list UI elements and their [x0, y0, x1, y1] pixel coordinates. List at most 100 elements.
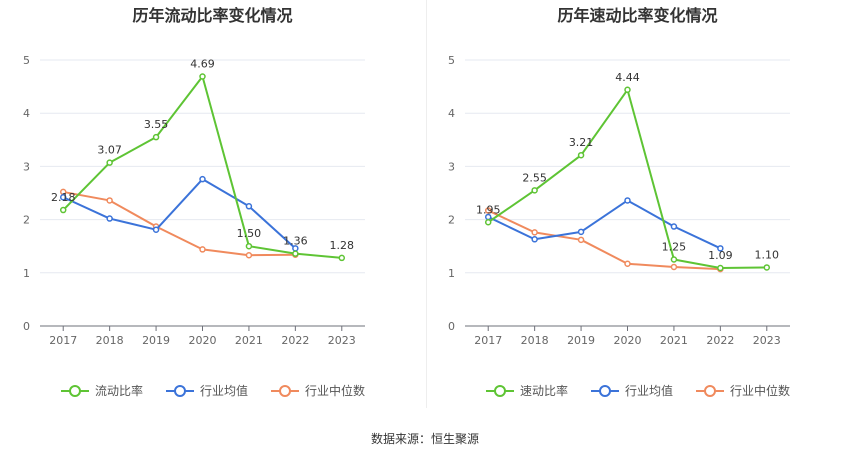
series-line: [62, 178, 297, 250]
y-tick-label: 0: [448, 320, 455, 333]
data-point: [484, 219, 492, 226]
y-tick-label: 2: [23, 214, 30, 227]
legend-label: 流动比率: [94, 384, 143, 398]
data-point: [106, 197, 113, 204]
data-point: [106, 159, 113, 166]
line-chart-quick-ratio: 0 1 2 3 4 5 2017 2018 2019 2020 2021 2022 2023 1.95 2.…: [448, 54, 790, 347]
y-tick-label: 0: [23, 320, 30, 333]
x-tick-label: 2018: [96, 334, 124, 347]
x-tick-label: 2019: [142, 334, 170, 347]
legend-item[interactable]: 行业中位数: [270, 382, 365, 399]
x-tick-label: 2021: [235, 334, 263, 347]
y-tick-label: 1: [448, 267, 455, 280]
legend-item[interactable]: 流动比率: [60, 382, 143, 399]
data-point: [199, 175, 206, 183]
x-tick-label: 2020: [189, 334, 217, 347]
y-tick-label: 3: [23, 160, 30, 173]
data-label: 2.55: [522, 171, 547, 184]
chart-title: 历年速动比率变化情况: [557, 6, 718, 25]
data-point: [624, 197, 631, 204]
chart-title: 历年流动比率变化情况: [132, 6, 293, 25]
chart-legend: 速动比率 行业均值 行业中位数: [425, 382, 850, 399]
legend-label: 速动比率: [519, 384, 568, 398]
legend-swatch-marker: [493, 384, 506, 397]
data-point: [531, 229, 538, 236]
data-point: [670, 256, 678, 263]
legend-swatch-marker: [598, 384, 611, 397]
x-tick-label: 2021: [660, 334, 688, 347]
data-point: [245, 203, 253, 210]
legend-item[interactable]: 行业均值: [590, 382, 673, 399]
data-point: [245, 251, 253, 259]
data-label: 3.21: [569, 136, 594, 149]
legend-swatch-marker: [173, 384, 186, 397]
data-label: 1.10: [755, 248, 780, 261]
data-label: 4.69: [190, 57, 215, 70]
legend-swatch-icon: [165, 384, 194, 397]
series-line: [487, 209, 721, 271]
legend-label: 行业中位数: [730, 384, 791, 398]
chart-panel-current-ratio: 历年流动比率变化情况 0 1 2 3 4 5 2017 2018 2019 2020 2021 202…: [0, 0, 425, 410]
data-point: [152, 133, 160, 141]
chart-panel-quick-ratio: 历年速动比率变化情况 0 1 2 3 4 5 2017 2018 2019 2020 2021 202…: [425, 0, 850, 410]
x-tick-label: 2023: [753, 334, 781, 347]
data-label: 3.07: [97, 144, 122, 157]
data-point: [106, 215, 113, 222]
data-point: [338, 254, 346, 262]
data-point: [624, 260, 631, 268]
legend-swatch-icon: [696, 384, 724, 397]
legend-swatch-icon: [485, 384, 514, 397]
data-point: [292, 250, 299, 257]
series-line: [63, 190, 296, 257]
data-point: [199, 246, 206, 253]
data-label: 3.55: [144, 118, 169, 131]
legend-swatch-marker: [68, 384, 81, 397]
data-point: [577, 151, 585, 159]
panel-divider: [426, 0, 427, 408]
y-tick-label: 3: [448, 160, 455, 173]
data-point: [59, 194, 67, 201]
y-tick-label: 5: [23, 54, 30, 67]
x-tick-label: 2020: [614, 334, 642, 347]
data-point: [245, 242, 253, 250]
data-label: 4.44: [615, 71, 640, 84]
data-source-note: 数据来源：恒生聚源: [370, 432, 479, 446]
x-tick-label: 2019: [567, 334, 595, 347]
legend-swatch-icon: [271, 384, 299, 397]
data-point: [577, 228, 585, 236]
data-point: [670, 263, 678, 271]
legend-item[interactable]: 行业均值: [165, 382, 248, 399]
data-point: [670, 223, 678, 230]
data-point: [152, 226, 160, 233]
chart-legend: 流动比率 行业均值 行业中位数: [0, 382, 425, 399]
y-tick-label: 4: [23, 107, 30, 120]
legend-item[interactable]: 速动比率: [485, 382, 568, 399]
x-tick-label: 2022: [281, 334, 309, 347]
y-tick-label: 4: [448, 107, 455, 120]
data-label: 1.28: [330, 239, 355, 252]
data-point: [484, 207, 492, 214]
data-label: 2.18: [51, 191, 76, 204]
legend-label: 行业均值: [624, 384, 673, 398]
x-tick-label: 2018: [521, 334, 549, 347]
legend-swatch-icon: [590, 384, 619, 397]
data-label: 1.25: [662, 241, 687, 254]
y-tick-label: 2: [448, 214, 455, 227]
data-point: [717, 264, 724, 272]
legend-swatch-marker: [704, 384, 716, 397]
legend-label: 行业中位数: [305, 384, 366, 398]
data-point: [624, 86, 631, 94]
legend-label: 行业均值: [199, 384, 248, 398]
data-label: 1.09: [708, 249, 733, 262]
data-point: [577, 236, 585, 244]
series-line: [487, 199, 721, 250]
data-point: [531, 236, 538, 243]
y-tick-label: 1: [23, 267, 30, 280]
data-point: [59, 206, 67, 214]
data-label: 1.95: [476, 203, 501, 216]
x-tick-label: 2017: [474, 334, 502, 347]
y-tick-label: 5: [448, 54, 455, 67]
data-point: [717, 245, 724, 252]
series-line: [62, 75, 342, 259]
legend-item[interactable]: 行业中位数: [695, 382, 790, 399]
